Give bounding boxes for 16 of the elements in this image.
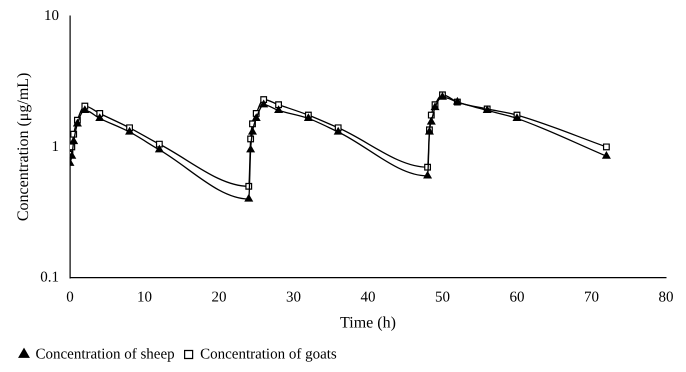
x-tick-label: 50 [434, 290, 450, 306]
x-tick-label: 70 [584, 290, 599, 306]
x-tick-label: 80 [658, 290, 674, 306]
y-tick-label: 0.1 [40, 270, 59, 286]
x-tick-label: 60 [509, 290, 524, 306]
x-tick-label: 10 [136, 290, 152, 306]
x-tick-label: 0 [66, 290, 74, 306]
y-tick-label: 1 [51, 138, 59, 155]
x-axis-title: Time (h) [340, 314, 396, 332]
y-tick-label: 10 [44, 8, 59, 24]
y-axis-title: Concentration (μg/mL) [14, 72, 32, 222]
x-tick-label: 20 [211, 290, 226, 306]
legend-label: Concentration of sheep [36, 346, 175, 362]
x-tick-label: 30 [286, 290, 301, 306]
legend-label: Concentration of goats [200, 346, 337, 362]
x-tick-label: 40 [360, 290, 376, 306]
